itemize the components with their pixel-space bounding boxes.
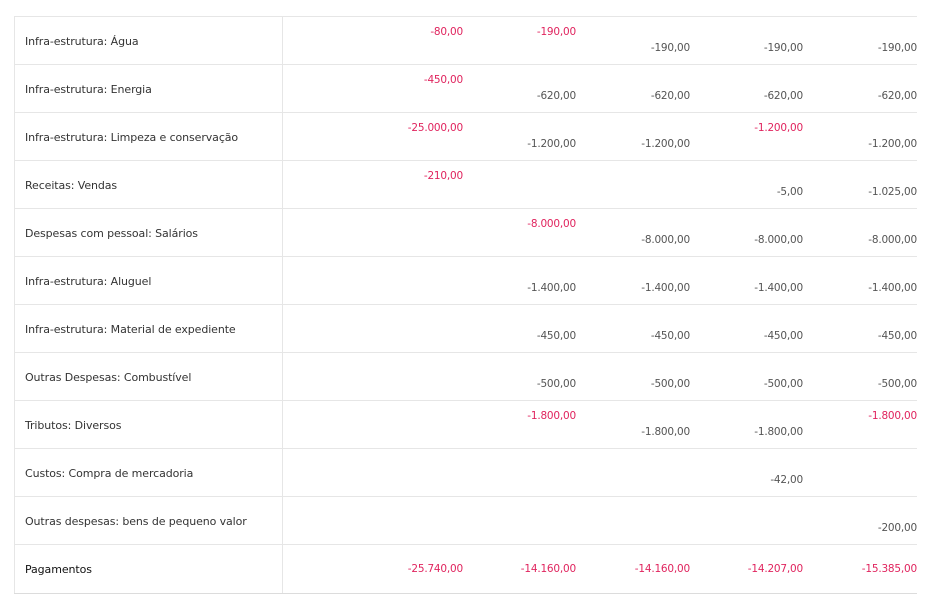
row-label: Infra-estrutura: Material de expediente [25,323,236,336]
value-cell: -80,00 [430,26,463,38]
row-label-cell: Tributos: Diversos [14,401,283,448]
total-value: -14.160,00 [520,563,576,575]
row-label: Outras despesas: bens de pequeno valor [25,515,247,528]
value-cell: -25.000,00 [407,122,463,134]
value-cell: -1.800,00 [641,426,690,438]
row-label-cell: Infra-estrutura: Energia [14,65,283,112]
value-cell: -1.200,00 [868,138,917,150]
total-row: Pagamentos -25.740,00 -14.160,00 -14.160… [14,545,917,594]
table-row: Infra-estrutura: Energia -450,00 -620,00… [14,65,917,113]
row-label-cell: Outras despesas: bens de pequeno valor [14,497,283,544]
row-label-cell: Infra-estrutura: Limpeza e conservação [14,113,283,160]
table-row: Infra-estrutura: Água -80,00 -190,00 -19… [14,17,917,65]
total-value: -14.160,00 [634,563,690,575]
value-cell: -1.400,00 [641,282,690,294]
value-cell: -1.400,00 [527,282,576,294]
value-cell: -210,00 [423,170,463,182]
value-cell: -500,00 [650,378,690,390]
row-label-cell: Despesas com pessoal: Salários [14,209,283,256]
row-label-cell: Infra-estrutura: Material de expediente [14,305,283,352]
value-cell: -1.800,00 [754,426,803,438]
value-cell: -8.000,00 [754,234,803,246]
row-label: Infra-estrutura: Água [25,35,139,48]
table-row: Infra-estrutura: Material de expediente … [14,305,917,353]
row-label: Infra-estrutura: Energia [25,83,152,96]
total-value: -25.740,00 [407,563,463,575]
value-cell: -500,00 [877,378,917,390]
row-label: Custos: Compra de mercadoria [25,467,194,480]
value-cell: -190,00 [763,42,803,54]
value-cell: -1.800,00 [868,410,917,422]
value-cell: -200,00 [877,522,917,534]
total-label: Pagamentos [25,563,92,576]
row-label-cell: Outras Despesas: Combustível [14,353,283,400]
value-cell: -450,00 [763,330,803,342]
total-value: -14.207,00 [747,563,803,575]
row-label-cell: Custos: Compra de mercadoria [14,449,283,496]
value-cell: -450,00 [650,330,690,342]
value-cell: -1.400,00 [868,282,917,294]
value-cell: -1.400,00 [754,282,803,294]
value-cell: -1.200,00 [641,138,690,150]
value-cell: -1.800,00 [527,410,576,422]
value-cell: -8.000,00 [868,234,917,246]
table-row: Despesas com pessoal: Salários -8.000,00… [14,209,917,257]
payments-table: Infra-estrutura: Água -80,00 -190,00 -19… [14,16,917,594]
value-cell: -8.000,00 [527,218,576,230]
value-cell: -500,00 [763,378,803,390]
value-cell: -1.200,00 [527,138,576,150]
total-value: -15.385,00 [861,563,917,575]
value-cell: -190,00 [650,42,690,54]
value-cell: -190,00 [877,42,917,54]
row-label: Receitas: Vendas [25,179,118,192]
value-cell: -5,00 [776,186,803,198]
row-label: Despesas com pessoal: Salários [25,227,198,240]
table-row: Tributos: Diversos -1.800,00 -1.800,00 -… [14,401,917,449]
table-row: Custos: Compra de mercadoria -42,00 [14,449,917,497]
value-cell: -1.025,00 [868,186,917,198]
total-label-cell: Pagamentos [14,545,283,593]
value-cell: -450,00 [423,74,463,86]
row-label-cell: Infra-estrutura: Água [14,17,283,64]
value-cell: -190,00 [536,26,576,38]
row-label-cell: Receitas: Vendas [14,161,283,208]
table-row: Receitas: Vendas -210,00 -5,00 -1.025,00 [14,161,917,209]
value-cell: -1.200,00 [754,122,803,134]
row-label: Tributos: Diversos [25,419,122,432]
value-cell: -620,00 [650,90,690,102]
table-row: Infra-estrutura: Limpeza e conservação -… [14,113,917,161]
table-row: Outras despesas: bens de pequeno valor -… [14,497,917,545]
row-label: Infra-estrutura: Limpeza e conservação [25,131,239,144]
value-cell: -620,00 [877,90,917,102]
row-label: Outras Despesas: Combustível [25,371,192,384]
table-row: Outras Despesas: Combustível -500,00 -50… [14,353,917,401]
value-cell: -8.000,00 [641,234,690,246]
value-cell: -500,00 [536,378,576,390]
value-cell: -42,00 [770,474,803,486]
value-cell: -620,00 [763,90,803,102]
value-cell: -450,00 [877,330,917,342]
value-cell: -450,00 [536,330,576,342]
table-row: Infra-estrutura: Aluguel -1.400,00 -1.40… [14,257,917,305]
row-label: Infra-estrutura: Aluguel [25,275,152,288]
row-label-cell: Infra-estrutura: Aluguel [14,257,283,304]
value-cell: -620,00 [536,90,576,102]
